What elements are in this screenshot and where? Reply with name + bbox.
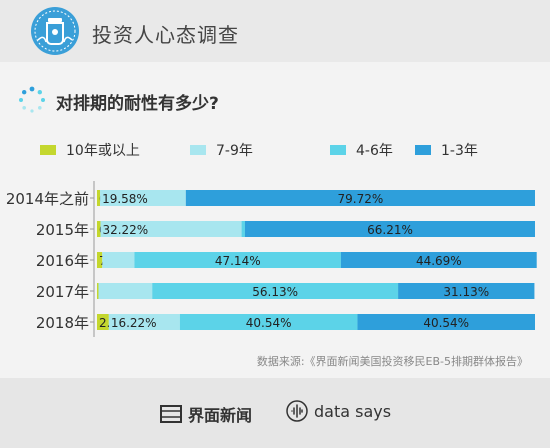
category-label: 2018年 [36,314,89,332]
bar-segment [97,221,101,237]
legend-swatch [40,145,56,155]
bar-segment [102,252,135,268]
legend-swatch [415,145,431,155]
legend-item: 10年或以上 [40,140,140,160]
question-title: 对排期的耐性有多少? [56,94,219,114]
category-label: 2014年之前 [6,190,89,208]
legend-item: 1-3年 [415,140,478,160]
sound-wave-icon [286,400,308,422]
bar-segment [97,314,109,330]
data-label: 40.54% [423,316,469,330]
footer-brand-label: 界面新闻 [188,406,253,425]
data-source-note: 数据来源:《界面新闻美国投资移民EB-5排期群体报告》 [256,355,528,368]
data-label: 31.13% [443,285,489,299]
jiemian-logo-icon [160,405,182,423]
bar-segment [100,221,242,237]
data-label: 40.54% [246,316,292,330]
legend-item: 4-6年 [330,140,393,160]
loading-dots-icon [19,86,45,113]
jar-badge-icon [31,7,79,55]
footer-data-says: data says [286,400,391,422]
bar-segment [185,190,535,206]
legend-item: 7-9年 [190,140,253,160]
legend-swatch [330,145,346,155]
header-banner: 投资人心态调查 [0,0,550,62]
data-label: 44.69% [416,254,462,268]
data-label: 56.13% [252,285,298,299]
bar-segment [97,252,103,268]
chart-legend: 10年或以上 7-9年 4-6年 1-3年 [40,140,540,160]
bar-segment [245,221,536,237]
data-label: 32.22% [102,223,148,237]
data-label: 47.14% [215,254,261,268]
footer-data-says-label: data says [314,401,392,421]
bar-segment [97,190,101,206]
legend-label: 7-9年 [216,143,253,159]
data-label: 66.21% [367,223,413,237]
bar-segment [340,252,537,268]
bar-segment [398,283,535,299]
bar-segment [179,314,358,330]
legend-swatch [190,145,206,155]
bar-segment [108,314,180,330]
legend-label: 10年或以上 [66,143,140,159]
footer-bar: 界面新闻 data says [0,378,550,448]
bar-segment [97,283,99,299]
footer-brand: 界面新闻 [160,402,252,426]
legend-label: 1-3年 [441,143,478,159]
data-label: 19.58% [102,192,148,206]
header-title: 投资人心态调查 [92,23,239,47]
data-label: 16.22% [111,316,157,330]
stacked-bar-chart: 2014年之前0.7%19.58%79.72%2015年0.79%32.22%6… [6,181,537,337]
bar-segment [98,283,153,299]
bar-segment [100,190,186,206]
bar-segment [134,252,341,268]
data-label: 79.72% [338,192,384,206]
category-label: 2016年 [36,252,89,270]
bar-segment [152,283,399,299]
bar-segment [357,314,535,330]
category-label: 2015年 [36,221,89,239]
legend-label: 4-6年 [356,143,393,159]
bar-segment [241,221,246,237]
category-label: 2017年 [36,283,89,301]
